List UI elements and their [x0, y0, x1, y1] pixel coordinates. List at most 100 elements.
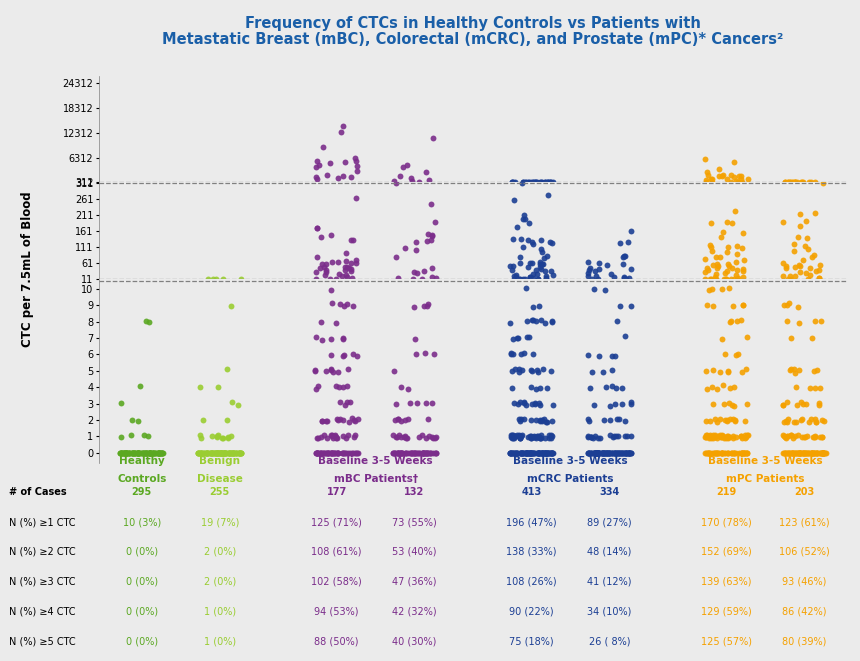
Point — [329, 431, 342, 442]
Point — [504, 432, 518, 442]
Point — [519, 447, 533, 458]
Point — [612, 447, 626, 458]
Point — [510, 222, 524, 233]
Point — [796, 447, 810, 458]
Point — [310, 222, 324, 233]
Point — [422, 431, 436, 442]
Point — [794, 397, 808, 408]
Point — [525, 431, 538, 442]
Point — [709, 447, 722, 458]
Point — [229, 447, 243, 458]
Point — [526, 315, 540, 325]
Point — [338, 157, 352, 167]
Point — [593, 258, 606, 269]
Point — [146, 447, 160, 458]
Point — [805, 252, 819, 262]
Point — [589, 271, 603, 282]
Point — [220, 364, 234, 375]
Point — [347, 432, 360, 443]
Point — [316, 447, 329, 458]
Text: 334: 334 — [599, 487, 619, 497]
Point — [624, 447, 638, 458]
Point — [609, 431, 623, 442]
Point — [724, 274, 738, 284]
Point — [731, 177, 745, 188]
Point — [734, 315, 747, 325]
Point — [805, 447, 819, 458]
Point — [529, 432, 543, 443]
Point — [349, 254, 363, 265]
Point — [704, 432, 718, 443]
Point — [807, 447, 820, 458]
Point — [802, 416, 816, 427]
Point — [339, 433, 353, 444]
Point — [611, 431, 625, 442]
Point — [790, 430, 804, 441]
Point — [314, 447, 328, 458]
Point — [525, 447, 538, 458]
Point — [543, 237, 556, 247]
Point — [615, 447, 629, 458]
Point — [721, 258, 734, 269]
Point — [531, 274, 544, 284]
Point — [700, 300, 714, 311]
Point — [142, 447, 156, 458]
Point — [722, 366, 735, 377]
Point — [114, 432, 128, 442]
Point — [725, 217, 739, 228]
Point — [597, 447, 611, 458]
Point — [519, 447, 533, 458]
Point — [624, 447, 638, 458]
Point — [810, 447, 824, 458]
Point — [703, 217, 717, 228]
Point — [420, 433, 433, 444]
Point — [508, 447, 522, 458]
Point — [420, 447, 433, 458]
Point — [807, 447, 820, 458]
Point — [508, 447, 522, 458]
Point — [525, 398, 538, 408]
Point — [512, 364, 525, 374]
Point — [331, 257, 345, 268]
Point — [783, 177, 797, 188]
Point — [326, 447, 340, 458]
Point — [512, 431, 525, 442]
Point — [211, 447, 224, 458]
Point — [735, 447, 749, 458]
Point — [582, 264, 596, 275]
Point — [581, 256, 595, 267]
Point — [211, 447, 224, 458]
Point — [344, 257, 358, 268]
Point — [612, 413, 626, 424]
Point — [520, 316, 534, 327]
Point — [131, 447, 144, 458]
Point — [623, 447, 636, 458]
Point — [534, 447, 548, 458]
Point — [613, 300, 627, 311]
Point — [155, 447, 169, 458]
Text: 152 (69%): 152 (69%) — [701, 547, 752, 557]
Point — [195, 447, 209, 458]
Point — [321, 447, 335, 458]
Point — [815, 447, 829, 458]
Point — [317, 429, 331, 440]
Point — [539, 416, 553, 427]
Point — [781, 447, 795, 458]
Point — [133, 381, 147, 392]
Point — [582, 447, 596, 458]
Point — [814, 432, 828, 442]
Point — [505, 347, 519, 358]
Point — [711, 447, 725, 458]
Point — [803, 383, 817, 394]
Point — [729, 447, 743, 458]
Text: 125 (57%): 125 (57%) — [701, 636, 752, 646]
Point — [398, 243, 412, 253]
Point — [796, 255, 809, 266]
Point — [588, 447, 602, 458]
Point — [700, 167, 714, 177]
Point — [587, 447, 600, 458]
Point — [619, 447, 633, 458]
Point — [506, 383, 519, 393]
Point — [727, 381, 740, 392]
Point — [699, 176, 713, 187]
